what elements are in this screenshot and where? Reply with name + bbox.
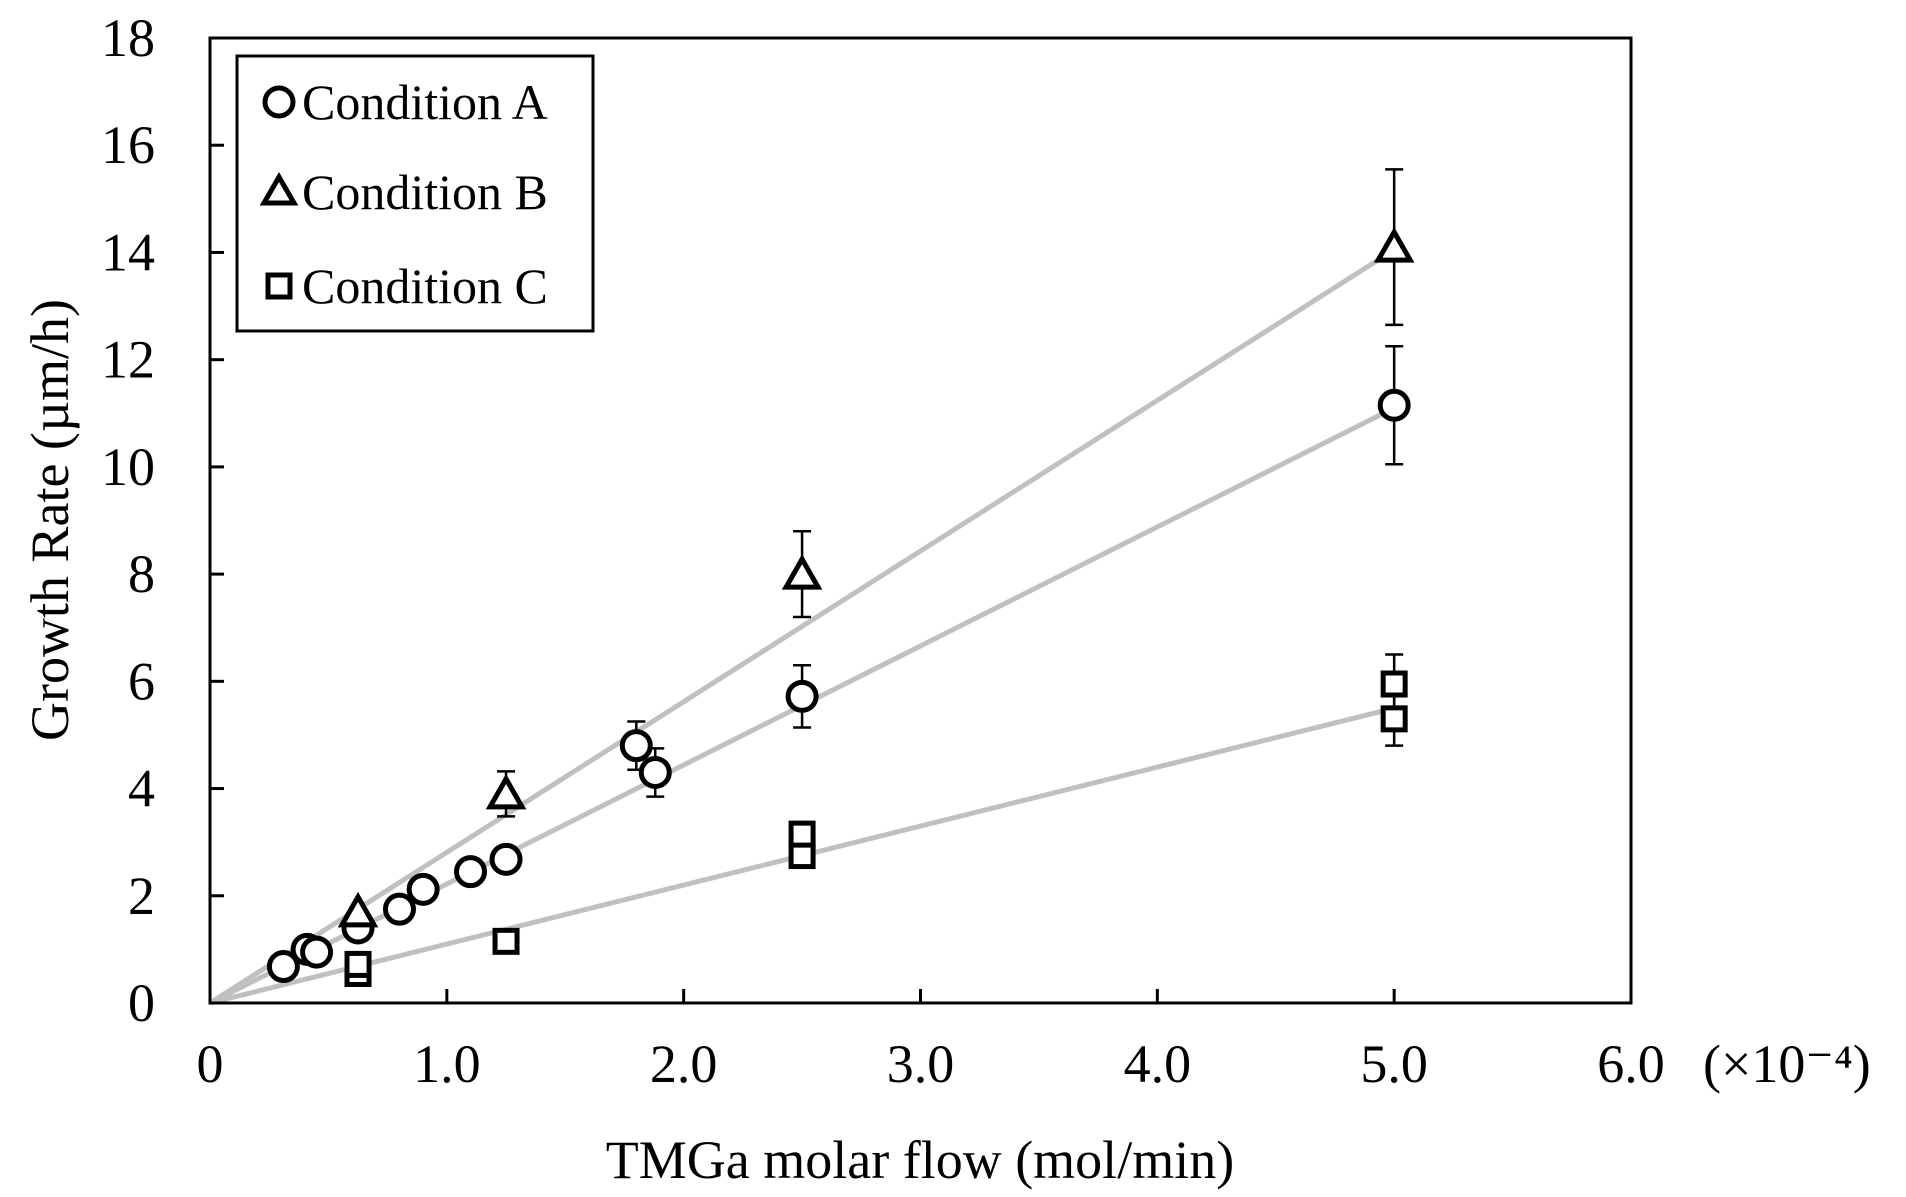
- x-tick-label: 5.0: [1360, 1034, 1428, 1094]
- legend-circle-icon: [262, 85, 296, 119]
- point-condition-a: [382, 892, 416, 926]
- point-condition-a: [300, 935, 334, 969]
- x-tick-label: 3.0: [887, 1034, 955, 1094]
- legend: Condition A Condition B Condition C: [235, 54, 595, 333]
- y-tick-label: 0: [128, 973, 155, 1033]
- x-tick-label: 1.0: [413, 1034, 481, 1094]
- x-axis-multiplier: (×10⁻⁴): [1703, 1034, 1871, 1094]
- error-bars: [497, 168, 1404, 818]
- y-tick-label: 4: [128, 759, 155, 819]
- fit-line-condition-b: [208, 247, 1396, 1006]
- point-condition-c: [344, 950, 372, 978]
- point-condition-b: [485, 773, 527, 810]
- y-tick-label: 18: [101, 8, 155, 68]
- legend-square-icon: [265, 272, 293, 300]
- y-tick-label: 10: [101, 437, 155, 497]
- x-axis-title: TMGa molar flow (mol/min): [606, 1130, 1234, 1190]
- y-tick-label: 14: [101, 222, 155, 282]
- y-tick-label: 6: [128, 651, 155, 711]
- data-markers: [266, 227, 1415, 988]
- point-condition-a: [785, 679, 819, 713]
- legend-label-condition-a: Condition A: [302, 74, 548, 130]
- legend-label-condition-c: Condition C: [302, 258, 548, 314]
- x-tick-label: 4.0: [1124, 1034, 1192, 1094]
- x-tick-label: 0: [197, 1034, 224, 1094]
- y-tick-label: 12: [101, 330, 155, 390]
- y-axis-ticks: 0 2 4 6 8 10 12 14 16 18: [101, 8, 224, 1033]
- point-condition-a: [406, 872, 440, 906]
- point-condition-c: [1380, 670, 1408, 698]
- legend-box: [235, 54, 595, 333]
- point-condition-b: [781, 554, 823, 590]
- point-condition-c: [492, 927, 520, 955]
- point-condition-a: [1377, 388, 1411, 422]
- legend-label-condition-b: Condition B: [302, 164, 548, 220]
- point-condition-b: [337, 891, 379, 928]
- point-condition-a: [619, 729, 653, 763]
- y-tick-label: 16: [101, 115, 155, 175]
- point-condition-c: [788, 842, 816, 870]
- point-condition-b: [1373, 227, 1415, 263]
- y-axis-title: Growth Rate (µm/h): [20, 299, 80, 741]
- y-tick-label: 8: [128, 544, 155, 604]
- legend-triangle-icon: [259, 171, 299, 206]
- x-axis-ticks: 0 1.0 2.0 3.0 4.0 5.0 6.0: [197, 989, 1665, 1094]
- y-tick-label: 2: [128, 866, 155, 926]
- point-condition-c: [1380, 705, 1408, 733]
- x-tick-label: 2.0: [650, 1034, 718, 1094]
- point-condition-a: [638, 755, 672, 789]
- point-condition-a: [454, 855, 488, 889]
- point-condition-c: [788, 820, 816, 848]
- x-tick-label: 6.0: [1597, 1034, 1665, 1094]
- point-condition-a: [489, 842, 523, 876]
- point-condition-a: [266, 950, 300, 984]
- fit-lines: [208, 247, 1396, 1006]
